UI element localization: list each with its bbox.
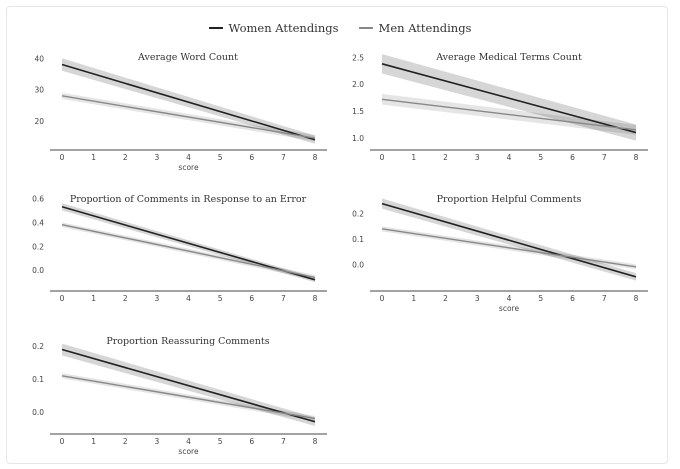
series-line xyxy=(61,348,316,423)
x-tick-label: 8 xyxy=(634,153,639,162)
panel-title: Proportion Helpful Comments xyxy=(437,194,582,205)
y-tick-label: 2.0 xyxy=(352,80,364,89)
x-axis-label: score xyxy=(178,163,199,172)
legend-item-women: Women Attendings xyxy=(208,21,339,35)
x-tick-label: 1 xyxy=(91,294,96,303)
series-line xyxy=(61,224,316,279)
x-tick-label: 7 xyxy=(281,294,286,303)
x-tick-label: 3 xyxy=(154,294,159,303)
x-tick-label: 2 xyxy=(123,294,128,303)
x-tick-label: 8 xyxy=(313,153,318,162)
panel-title: Proportion Reassuring Comments xyxy=(106,336,269,347)
legend: Women Attendings Men Attendings xyxy=(0,18,680,38)
y-tick-label: 1.5 xyxy=(352,107,364,116)
x-tick-label: 0 xyxy=(60,294,65,303)
x-tick-label: 1 xyxy=(411,153,416,162)
x-tick-label: 7 xyxy=(602,153,607,162)
y-tick-label: 0.4 xyxy=(32,218,44,227)
x-tick-label: 3 xyxy=(475,153,480,162)
x-tick-label: 3 xyxy=(475,294,480,303)
x-tick-label: 2 xyxy=(443,153,448,162)
x-tick-label: 5 xyxy=(218,437,223,446)
panel-title: Average Word Count xyxy=(137,52,238,63)
series-line xyxy=(381,98,637,131)
legend-swatch-men xyxy=(358,27,373,29)
x-tick-label: 1 xyxy=(91,437,96,446)
y-tick-label: 0.1 xyxy=(352,235,364,244)
series-line xyxy=(61,95,316,139)
y-tick-label: 0.0 xyxy=(352,260,364,269)
series-line xyxy=(381,202,637,278)
y-tick-label: 20 xyxy=(34,117,44,126)
x-tick-label: 6 xyxy=(570,153,575,162)
x-tick-label: 1 xyxy=(91,153,96,162)
x-tick-label: 4 xyxy=(186,437,191,446)
x-tick-label: 0 xyxy=(60,437,65,446)
x-tick-label: 5 xyxy=(218,153,223,162)
x-tick-label: 6 xyxy=(249,153,254,162)
series-line xyxy=(381,63,637,134)
x-axis-label: score xyxy=(178,447,199,456)
y-tick-label: 30 xyxy=(34,86,44,95)
x-tick-label: 4 xyxy=(186,294,191,303)
y-tick-label: 0.0 xyxy=(32,408,44,417)
x-tick-label: 5 xyxy=(218,294,223,303)
legend-swatch-women xyxy=(208,27,223,29)
x-tick-label: 7 xyxy=(602,294,607,303)
x-tick-label: 5 xyxy=(538,294,543,303)
y-tick-label: 0.2 xyxy=(32,242,44,251)
y-tick-label: 1.0 xyxy=(352,134,364,143)
y-tick-label: 40 xyxy=(34,54,44,63)
x-tick-label: 6 xyxy=(249,437,254,446)
x-tick-label: 5 xyxy=(538,153,543,162)
y-tick-label: 0.2 xyxy=(32,342,44,351)
x-tick-label: 2 xyxy=(443,294,448,303)
x-tick-label: 3 xyxy=(154,437,159,446)
confidence-band xyxy=(62,58,315,144)
y-tick-label: 0.6 xyxy=(32,194,44,203)
x-tick-label: 4 xyxy=(507,294,512,303)
x-tick-label: 0 xyxy=(380,153,385,162)
x-tick-label: 2 xyxy=(123,437,128,446)
series-line xyxy=(61,63,316,141)
series-line xyxy=(61,375,316,420)
x-tick-label: 8 xyxy=(634,294,639,303)
y-tick-label: 0.2 xyxy=(352,210,364,219)
x-tick-label: 6 xyxy=(249,294,254,303)
panel-title: Proportion of Comments in Response to an… xyxy=(70,194,307,205)
x-tick-label: 0 xyxy=(60,153,65,162)
x-tick-label: 8 xyxy=(313,437,318,446)
series-line xyxy=(381,228,637,268)
x-tick-label: 0 xyxy=(380,294,385,303)
x-tick-label: 8 xyxy=(313,294,318,303)
y-tick-label: 0.0 xyxy=(32,266,44,275)
x-tick-label: 2 xyxy=(123,153,128,162)
x-tick-label: 4 xyxy=(507,153,512,162)
legend-label-women: Women Attendings xyxy=(228,21,339,35)
x-tick-label: 7 xyxy=(281,437,286,446)
x-tick-label: 3 xyxy=(154,153,159,162)
x-tick-label: 4 xyxy=(186,153,191,162)
series-line xyxy=(61,206,316,281)
legend-label-men: Men Attendings xyxy=(378,21,472,35)
y-tick-label: 2.5 xyxy=(352,53,364,62)
x-axis-label: score xyxy=(499,304,520,313)
x-tick-label: 1 xyxy=(411,294,416,303)
panel-title: Average Medical Terms Count xyxy=(435,52,582,63)
x-tick-label: 7 xyxy=(281,153,286,162)
legend-item-men: Men Attendings xyxy=(358,21,472,35)
y-tick-label: 0.1 xyxy=(32,375,44,384)
x-tick-label: 6 xyxy=(570,294,575,303)
figure-frame xyxy=(6,6,668,464)
